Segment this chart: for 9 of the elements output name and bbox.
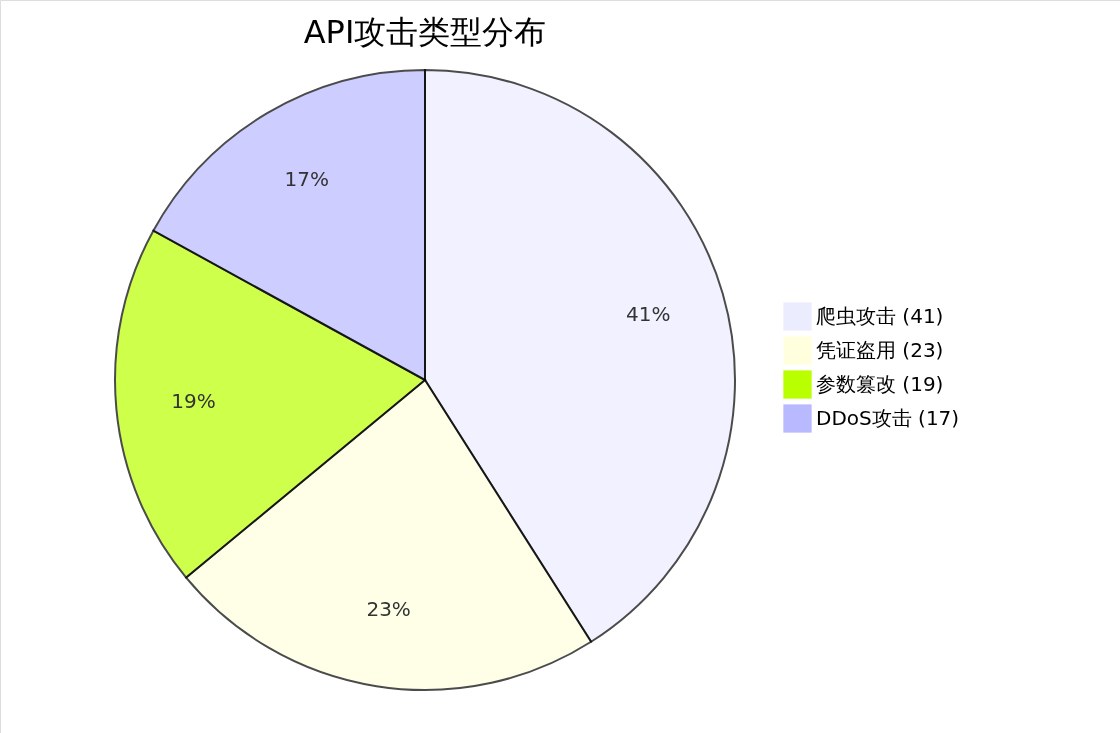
legend-label: 凭证盗用 (23)	[816, 337, 944, 362]
chart-title: API攻击类型分布	[303, 13, 547, 51]
data-label: 19%	[171, 388, 216, 413]
data-label: 17%	[284, 166, 329, 191]
legend-label: 爬虫攻击 (41)	[816, 303, 944, 328]
legend-label: DDoS攻击 (17)	[816, 405, 960, 430]
data-label: 41%	[626, 302, 671, 327]
data-label: 23%	[366, 596, 411, 621]
legend-label: 参数篡改 (19)	[816, 371, 944, 396]
